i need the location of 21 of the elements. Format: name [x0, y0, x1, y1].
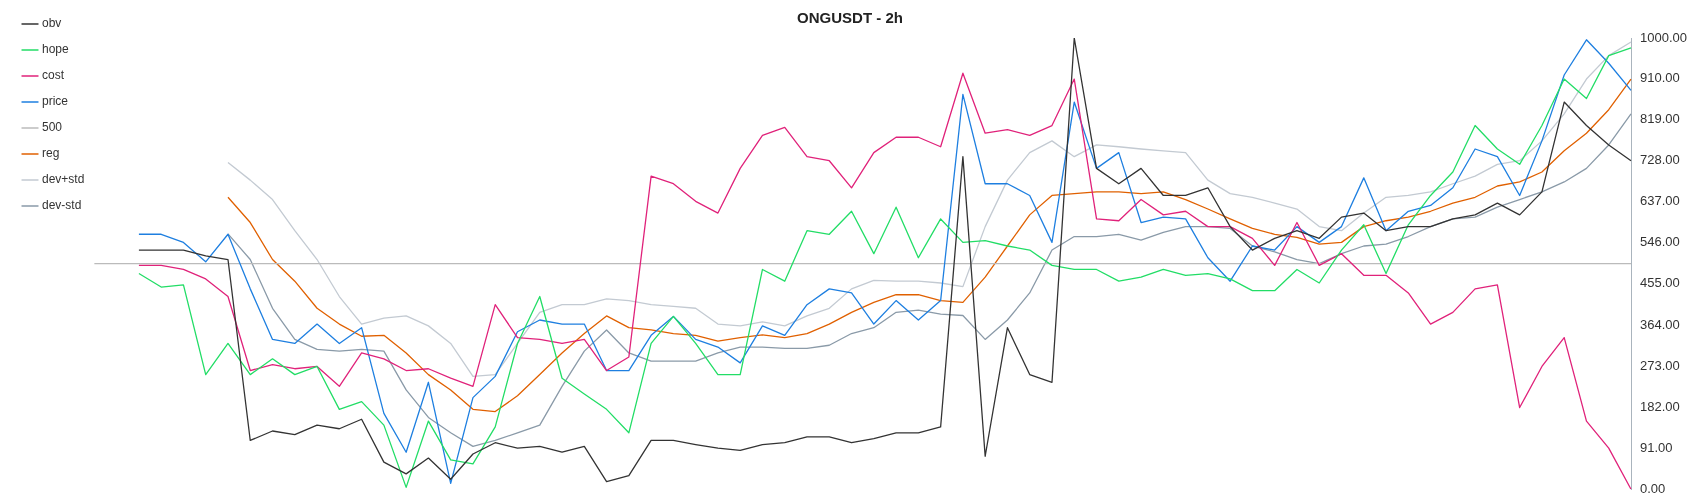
y-tick-label: 273.00 — [1640, 357, 1680, 373]
legend-label: 500 — [42, 120, 63, 135]
y-tick-label: 1000.00 — [1640, 29, 1688, 45]
legend-label: cost — [42, 68, 65, 83]
y-tick-label: 455.00 — [1640, 275, 1680, 291]
legend-label: obv — [42, 16, 62, 31]
chart-title: ONGUSDT - 2h — [797, 9, 903, 27]
legend-label: hope — [42, 42, 70, 57]
y-tick-label: 546.00 — [1640, 234, 1680, 250]
legend-label: reg — [42, 146, 60, 161]
y-tick-label: 637.00 — [1640, 193, 1680, 209]
y-tick-label: 910.00 — [1640, 70, 1680, 86]
legend-label: price — [42, 94, 69, 109]
y-tick-label: 0.00 — [1640, 480, 1666, 496]
y-tick-label: 182.00 — [1640, 398, 1680, 414]
y-tick-label: 819.00 — [1640, 111, 1680, 127]
y-tick-label: 364.00 — [1640, 316, 1680, 332]
y-tick-label: 728.00 — [1640, 152, 1680, 168]
legend-label: dev-std — [42, 198, 82, 213]
y-tick-label: 91.00 — [1640, 439, 1673, 455]
legend-label: dev+std — [42, 172, 85, 187]
